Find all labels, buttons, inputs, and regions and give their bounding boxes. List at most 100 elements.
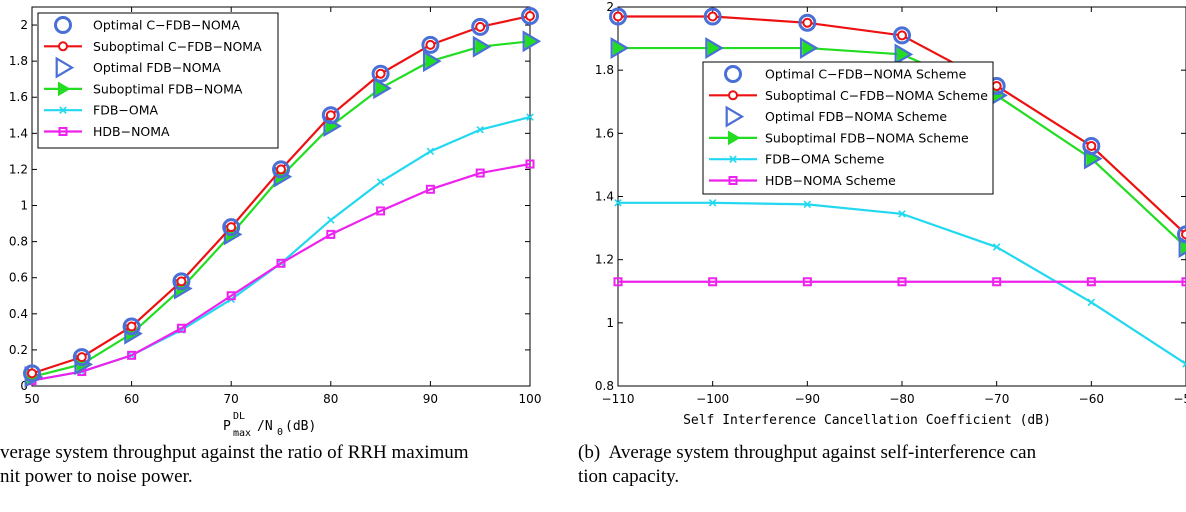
data-point bbox=[127, 350, 137, 360]
data-point bbox=[707, 11, 718, 22]
data-point bbox=[122, 317, 141, 336]
legend-label: Suboptimal FDB−NOMA Scheme bbox=[765, 130, 969, 145]
legend-marker bbox=[725, 105, 745, 128]
y-tick-label: 1.2 bbox=[9, 162, 28, 176]
series-line bbox=[618, 201, 1186, 365]
data-point bbox=[222, 218, 241, 237]
data-point bbox=[524, 33, 538, 49]
x-axis-label: PDL max/N 0 (dB) bbox=[223, 411, 316, 439]
x-tick-label: −80 bbox=[889, 392, 914, 406]
y-tick-label: 0.6 bbox=[9, 271, 28, 285]
data-point bbox=[1086, 277, 1096, 287]
legend-label: Optimal FDB−NOMA Scheme bbox=[765, 109, 947, 124]
y-tick-label: 0.8 bbox=[9, 235, 28, 249]
data-point bbox=[272, 160, 290, 179]
legend-marker bbox=[729, 155, 737, 163]
legend-label: FDB−OMA Scheme bbox=[765, 152, 885, 167]
x-tick-label: 70 bbox=[224, 392, 239, 406]
x-label-sup: DL bbox=[233, 411, 245, 422]
data-point bbox=[1086, 140, 1097, 151]
legend-label: Suboptimal C−FDB−NOMA Scheme bbox=[765, 88, 988, 103]
data-point bbox=[126, 321, 137, 332]
data-point bbox=[76, 352, 87, 363]
data-point bbox=[421, 35, 440, 54]
marker-stroke bbox=[526, 113, 534, 121]
data-point bbox=[475, 21, 486, 32]
legend-label: Optimal FDB−NOMA bbox=[93, 60, 221, 75]
data-point bbox=[226, 222, 237, 233]
x-tick-label: −90 bbox=[795, 392, 820, 406]
marker-stroke bbox=[614, 199, 622, 207]
x-label-rest: /N bbox=[257, 419, 273, 434]
y-tick-label: 0.8 bbox=[595, 379, 614, 393]
legend-marker bbox=[58, 127, 68, 136]
plot-frame bbox=[31, 6, 531, 387]
series-1 bbox=[613, 11, 1186, 240]
data-point bbox=[325, 110, 336, 121]
data-point bbox=[425, 184, 435, 194]
y-tick-label: 1.6 bbox=[9, 90, 28, 104]
y-tick-label: 1.4 bbox=[9, 126, 28, 140]
data-point bbox=[708, 199, 717, 207]
data-point bbox=[992, 243, 1001, 251]
marker-stroke bbox=[327, 216, 335, 224]
data-point bbox=[425, 53, 438, 69]
legend-marker bbox=[58, 41, 68, 52]
series-1 bbox=[27, 11, 535, 379]
data-point bbox=[798, 13, 817, 32]
series-4 bbox=[614, 199, 1186, 368]
x-tick-label: −100 bbox=[696, 392, 729, 406]
data-point bbox=[1086, 151, 1099, 166]
legend: Optimal C−FDB−NOMA Suboptimal C−FDB−NOMA O… bbox=[37, 12, 279, 149]
caption-a-line1: verage system throughput against the rat… bbox=[0, 442, 469, 463]
marker-stroke bbox=[1182, 362, 1186, 368]
x-label-sub: max bbox=[233, 428, 251, 439]
caption-b-line2: tion capacity. bbox=[578, 466, 680, 487]
data-point bbox=[612, 40, 626, 56]
data-point bbox=[375, 68, 386, 79]
data-point bbox=[708, 277, 718, 287]
legend-label: Suboptimal C−FDB−NOMA bbox=[93, 39, 262, 54]
x-tick-label: 100 bbox=[519, 392, 542, 406]
legend-label: HDB−NOMA Scheme bbox=[765, 173, 896, 188]
y-tick-label: 2 bbox=[606, 0, 614, 14]
legend-marker bbox=[727, 130, 741, 146]
data-point bbox=[326, 229, 336, 239]
data-point bbox=[1178, 236, 1186, 258]
data-point bbox=[376, 178, 385, 186]
x-tick-label: 80 bbox=[323, 392, 338, 406]
x-tick-label: 90 bbox=[423, 392, 438, 406]
data-point bbox=[423, 50, 442, 73]
x-tick-label: −110 bbox=[602, 392, 635, 406]
marker-stroke bbox=[426, 147, 435, 156]
data-point bbox=[425, 39, 436, 50]
y-tick-label: 1.8 bbox=[595, 63, 614, 77]
caption-b-line1: (b) Average system throughput against se… bbox=[578, 442, 1037, 463]
x-tick-label: 60 bbox=[124, 392, 139, 406]
series-0 bbox=[23, 7, 539, 383]
legend-label: Suboptimal FDB−NOMA bbox=[93, 81, 243, 96]
caption-a-line2: nit power to noise power. bbox=[0, 466, 193, 487]
plot-area bbox=[23, 7, 542, 388]
data-point bbox=[27, 368, 37, 379]
data-point bbox=[176, 323, 186, 333]
data-point bbox=[522, 30, 542, 53]
data-point bbox=[373, 77, 392, 100]
data-point bbox=[23, 364, 41, 383]
data-point bbox=[525, 159, 535, 169]
series-5 bbox=[613, 277, 1186, 287]
marker-stroke bbox=[1182, 360, 1186, 366]
data-point bbox=[371, 64, 390, 83]
data-point bbox=[609, 7, 627, 26]
data-point bbox=[707, 40, 721, 56]
data-point bbox=[897, 277, 907, 287]
y-tick-label: 1.4 bbox=[595, 190, 614, 204]
data-point bbox=[172, 272, 191, 291]
data-point bbox=[276, 258, 286, 268]
legend: Optimal C−FDB−NOMA Scheme Suboptimal C−FD… bbox=[702, 61, 994, 195]
series-line bbox=[31, 162, 531, 382]
legend-marker bbox=[728, 90, 738, 101]
y-tick-label: 0.4 bbox=[9, 307, 28, 321]
data-point bbox=[226, 291, 236, 301]
